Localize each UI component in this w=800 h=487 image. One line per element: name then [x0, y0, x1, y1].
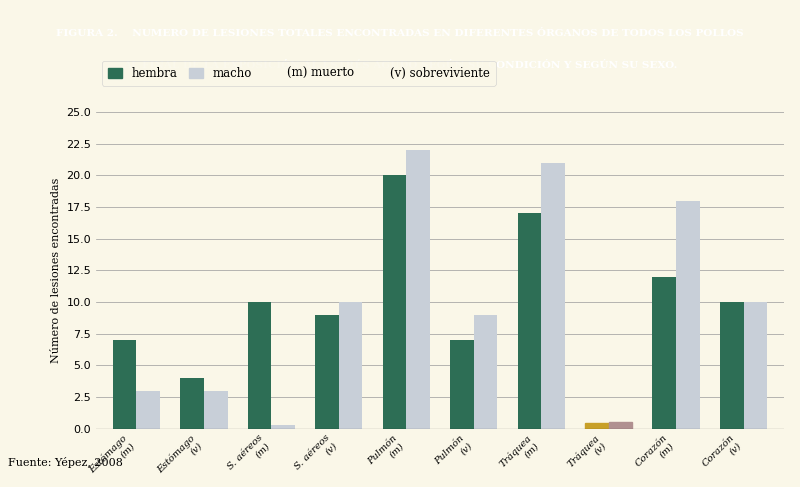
Bar: [137, 391, 160, 429]
Legend: hembra, macho, (m) muerto, (v) sobreviviente: hembra, macho, (m) muerto, (v) sobrevivi…: [102, 61, 496, 86]
Bar: [248, 302, 271, 429]
Bar: [450, 340, 474, 429]
Y-axis label: Número de lesiones encontradas: Número de lesiones encontradas: [50, 178, 61, 363]
Bar: [271, 425, 295, 429]
Bar: [743, 302, 767, 429]
Text: AL FINAL DE LA EXPOSICIÓN AL ESTRÉS AGUDO SEGÚN SU CONDICIÓN Y SEGÚN SU SEXO.: AL FINAL DE LA EXPOSICIÓN AL ESTRÉS AGUD…: [123, 61, 677, 70]
Bar: [382, 175, 406, 429]
Bar: [541, 163, 565, 429]
Bar: [204, 391, 227, 429]
Bar: [406, 150, 430, 429]
Bar: [180, 378, 204, 429]
Bar: [474, 315, 498, 429]
Bar: [653, 277, 676, 429]
Text: Fuente: Yépez, 2008: Fuente: Yépez, 2008: [8, 456, 123, 468]
Bar: [315, 315, 339, 429]
Text: FIGURA 2.    NUMERO DE LESIONES TOTALES ENCONTRADAS EN DIFERENTES ÓRGANOS DE TOD: FIGURA 2. NUMERO DE LESIONES TOTALES ENC…: [56, 29, 744, 38]
Bar: [609, 422, 632, 429]
Bar: [676, 201, 700, 429]
Bar: [339, 302, 362, 429]
Bar: [585, 424, 609, 429]
Bar: [518, 213, 541, 429]
Bar: [113, 340, 137, 429]
Bar: [720, 302, 743, 429]
